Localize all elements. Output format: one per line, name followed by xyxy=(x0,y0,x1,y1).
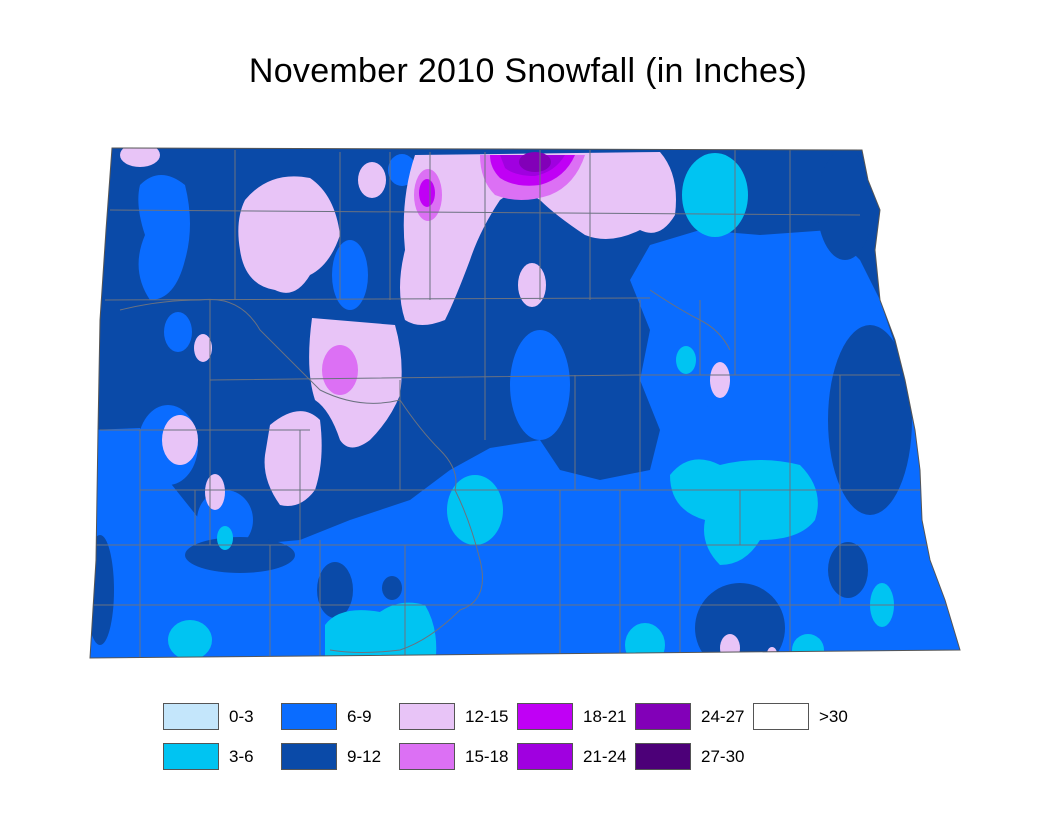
zone-12-15-west-spot xyxy=(162,415,198,465)
zone-6-9-north-central xyxy=(332,240,368,310)
zone-18-21-north xyxy=(419,179,435,207)
zone-9-12-west-band xyxy=(185,537,295,573)
zone-6-9-nw-spot xyxy=(164,312,192,352)
legend-swatch xyxy=(517,743,573,770)
legend-swatch xyxy=(635,743,691,770)
legend-swatch xyxy=(753,703,809,730)
zone-12-15-east-spot xyxy=(710,362,730,398)
snowfall-zones xyxy=(90,148,960,658)
zone-6-9-central xyxy=(510,330,570,440)
legend-label: 18-21 xyxy=(583,707,627,726)
zone-9-12-s1 xyxy=(317,562,353,618)
legend: 0-3 6-9 12-15 18-21 24-27 >30 3-6 9-12 15-18 21-2… xyxy=(163,702,871,782)
zone-9-12-se xyxy=(828,542,868,598)
legend-label: 6-9 xyxy=(347,707,372,726)
zone-9-12-east xyxy=(828,325,912,515)
zone-3-6-east-spot xyxy=(676,346,696,374)
zone-3-6-south xyxy=(325,602,437,658)
zone-15-18-central xyxy=(322,345,358,395)
legend-label: 21-24 xyxy=(583,747,627,766)
legend-label: 12-15 xyxy=(465,707,509,726)
legend-swatch xyxy=(399,743,455,770)
county-lines xyxy=(92,150,960,658)
zone-12-15-nw-corner xyxy=(120,148,160,167)
zone-3-6-east xyxy=(670,459,818,565)
legend-swatch xyxy=(163,703,219,730)
zone-6-9-northwest xyxy=(138,175,190,300)
legend-label: 3-6 xyxy=(229,747,254,766)
zone-9-12-ne xyxy=(817,150,873,260)
legend-label: 27-30 xyxy=(701,747,745,766)
state-outline xyxy=(89,147,961,659)
zone-24-27-peak xyxy=(519,152,551,172)
zone-12-15-se2 xyxy=(767,647,777,658)
zone-12-15-central-n xyxy=(518,263,546,307)
zone-3-6-sw xyxy=(168,620,212,658)
legend-label: >30 xyxy=(819,707,848,726)
zone-12-15-se1 xyxy=(720,634,740,658)
zone-3-6-central xyxy=(447,475,503,545)
zone-3-6-west-spot xyxy=(217,526,233,550)
zone-12-15-w2 xyxy=(205,474,225,510)
legend-swatch xyxy=(163,743,219,770)
zone-12-15-north xyxy=(400,152,676,325)
zone-12-15-spot-n xyxy=(358,162,386,198)
zone-3-6-se2 xyxy=(792,634,824,658)
legend-swatch xyxy=(281,743,337,770)
legend-swatch xyxy=(399,703,455,730)
zone-9-12-s3 xyxy=(695,583,785,658)
map-title: November 2010 Snowfall (in Inches) xyxy=(248,52,808,90)
zone-9-12-s2 xyxy=(382,576,402,600)
legend-label: 0-3 xyxy=(229,707,254,726)
legend-label: 24-27 xyxy=(701,707,745,726)
legend-swatch xyxy=(281,703,337,730)
legend-swatch xyxy=(517,703,573,730)
legend-label: 9-12 xyxy=(347,747,382,766)
legend-label: 15-18 xyxy=(465,747,509,766)
zone-12-15-northwest xyxy=(238,176,340,293)
zone-3-6-northeast xyxy=(682,153,748,237)
zone-12-15-w3 xyxy=(194,334,212,362)
zone-9-12-sw xyxy=(90,535,114,645)
zone-12-15-west-central xyxy=(264,411,322,506)
legend-swatch xyxy=(635,703,691,730)
zone-3-6-se1 xyxy=(625,623,665,658)
